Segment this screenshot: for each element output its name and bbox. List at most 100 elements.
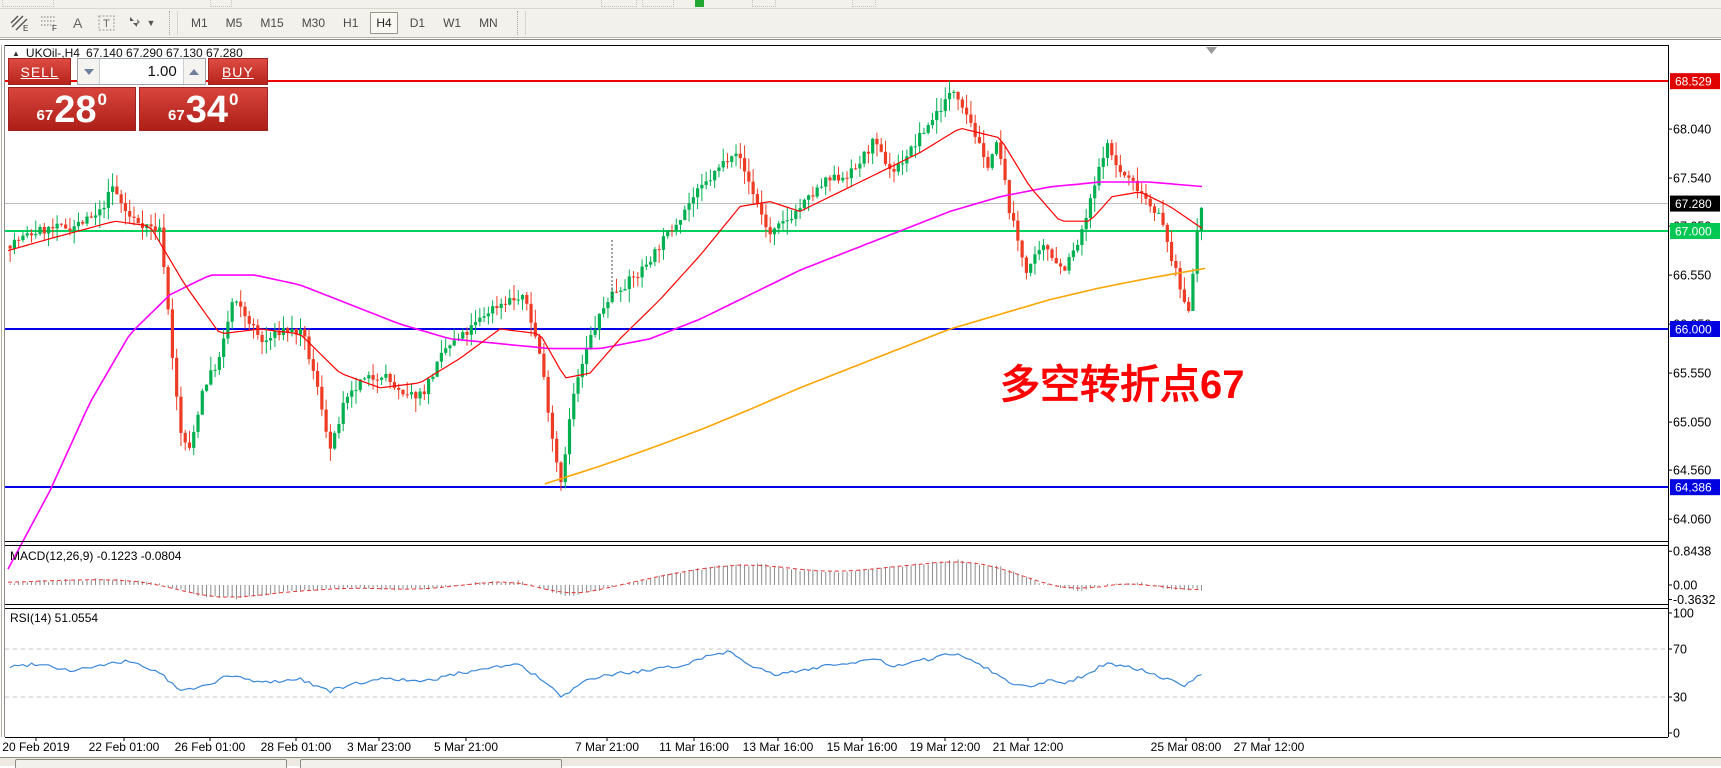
chart-window: 68.04067.54067.05066.55066.05065.55065.0… [0,38,1721,757]
candles [8,80,1204,491]
svg-text:F: F [52,24,57,32]
autoscroll-marker-icon[interactable] [1206,47,1217,54]
buy-price-main: 34 [185,89,228,131]
svg-text:68.529: 68.529 [1675,75,1712,89]
price-badge-64.386 [1670,479,1720,496]
svg-text:68.040: 68.040 [1673,123,1711,137]
time-label: 11 Mar 16:00 [659,740,729,754]
triangle-up-icon [189,68,200,75]
sell-price-prefix: 67 [36,107,54,124]
svg-text:70: 70 [1673,643,1687,657]
volume-input[interactable] [100,59,183,84]
sell-price-display[interactable]: 67 28 0 [8,87,136,131]
buy-price-pip: 0 [229,90,239,109]
svg-text:0: 0 [1673,727,1680,741]
time-label: 21 Mar 12:00 [993,740,1064,754]
rsi-line [9,650,1202,698]
time-label: 27 Mar 12:00 [1234,740,1305,754]
ohlc-values: 67.140 67.290 67.130 67.280 [85,46,243,60]
sell-price-main: 28 [54,89,97,131]
chart-tab-bar [0,757,1721,768]
svg-text:65.050: 65.050 [1673,416,1711,430]
time-label: 19 Mar 12:00 [910,740,981,754]
text-label-icon[interactable]: T [93,11,120,35]
collapse-arrow-icon[interactable]: ▲ [12,48,20,58]
time-label: 26 Feb 01:00 [175,740,246,754]
svg-text:-0.3632: -0.3632 [1673,593,1715,607]
svg-text:E: E [23,24,28,32]
toolbar-separator [169,11,178,35]
svg-text:65.550: 65.550 [1673,367,1711,381]
time-label: 20 Feb 2019 [2,740,70,754]
price-badge-66.000 [1670,321,1720,337]
svg-text:0.8438: 0.8438 [1673,545,1711,559]
chart-tab[interactable] [300,759,562,768]
buy-button[interactable]: BUY [207,58,268,85]
price-badge-67.280 [1670,195,1720,212]
price-badges: 68.529 67.280 67.000 66.000 64.386 [1670,73,1720,496]
macd-label: MACD(12,26,9) -0.1223 -0.0804 [10,549,182,563]
text-icon[interactable]: A [64,11,91,35]
clipped-upper-toolbar [0,0,1721,9]
timeframe-m30[interactable]: M30 [296,12,331,34]
svg-text:64.560: 64.560 [1673,464,1711,478]
timeframe-h4[interactable]: H4 [370,12,398,34]
buy-price-display[interactable]: 67 34 0 [138,87,268,131]
timeframe-button-group: M1 M5 M15 M30 H1 H4 D1 W1 MN [182,12,507,34]
fibonacci-retracement-icon[interactable]: F [35,11,62,35]
ma-slow-line [544,267,1206,485]
timeframe-m15[interactable]: M15 [254,12,289,34]
time-label: 22 Feb 01:00 [89,740,160,754]
buy-price-prefix: 67 [168,107,185,124]
sell-button[interactable]: SELL [8,58,72,85]
svg-text:67.000: 67.000 [1675,225,1712,239]
timeframe-m5[interactable]: M5 [220,12,249,34]
time-axis: 20 Feb 2019 22 Feb 01:00 26 Feb 01:00 28 Fe… [2,737,1305,754]
rsi-label: RSI(14) 51.0554 [10,611,98,625]
rsi-level-lines [5,648,1668,698]
svg-text:A: A [73,15,83,31]
timeframe-h1[interactable]: H1 [337,12,364,34]
svg-text:67.280: 67.280 [1675,197,1712,211]
timeframe-w1[interactable]: W1 [437,12,467,34]
chart-title[interactable]: ▲ UKOil-,H4 67.140 67.290 67.130 67.280 [12,46,243,60]
price-badge-67.000 [1670,223,1720,239]
svg-text:66.550: 66.550 [1673,269,1711,283]
symbol-period-label: UKOil-,H4 [25,46,80,60]
svg-text:67.540: 67.540 [1673,172,1711,186]
time-label: 3 Mar 23:00 [347,740,411,754]
time-label: 28 Feb 01:00 [261,740,332,754]
chart-annotation-text[interactable]: 多空转折点67 [1000,363,1245,407]
timeframe-m1[interactable]: M1 [185,12,214,34]
time-label: 7 Mar 21:00 [575,740,639,754]
timeframe-mn[interactable]: MN [473,12,504,34]
price-badge-68.529 [1670,73,1720,90]
green-indicator-icon [695,0,704,7]
chevron-down-icon: ▼ [146,18,156,28]
svg-text:100: 100 [1673,607,1694,621]
timeframe-d1[interactable]: D1 [404,12,431,34]
volume-increase-button[interactable] [182,59,205,84]
equidistant-channel-icon[interactable]: E [6,11,33,35]
svg-text:0.00: 0.00 [1673,579,1697,593]
time-label: 13 Mar 16:00 [743,740,814,754]
macd-histogram [9,559,1202,600]
arrows-icon[interactable]: ▼ [122,11,158,35]
svg-text:64.386: 64.386 [1675,481,1712,495]
pane-borders [1,45,1669,738]
triangle-down-icon [83,68,94,75]
ma-mid-line [7,181,1203,570]
svg-text:64.060: 64.060 [1673,513,1711,527]
price-chart-canvas[interactable]: 68.04067.54067.05066.55066.05065.55065.0… [0,38,1721,757]
chart-tab[interactable] [15,759,287,768]
svg-text:30: 30 [1673,691,1687,705]
svg-text:T: T [103,18,110,30]
volume-stepper [77,58,206,85]
line-studies-toolbar: E F A T ▼ M1 M5 M15 M30 H1 H4 D1 W1 MN [0,9,1721,38]
toolbar-separator [516,11,526,35]
svg-text:66.000: 66.000 [1675,323,1712,337]
volume-decrease-button[interactable] [78,59,101,84]
time-label: 5 Mar 21:00 [434,740,498,754]
ma-fast-line [7,127,1203,389]
